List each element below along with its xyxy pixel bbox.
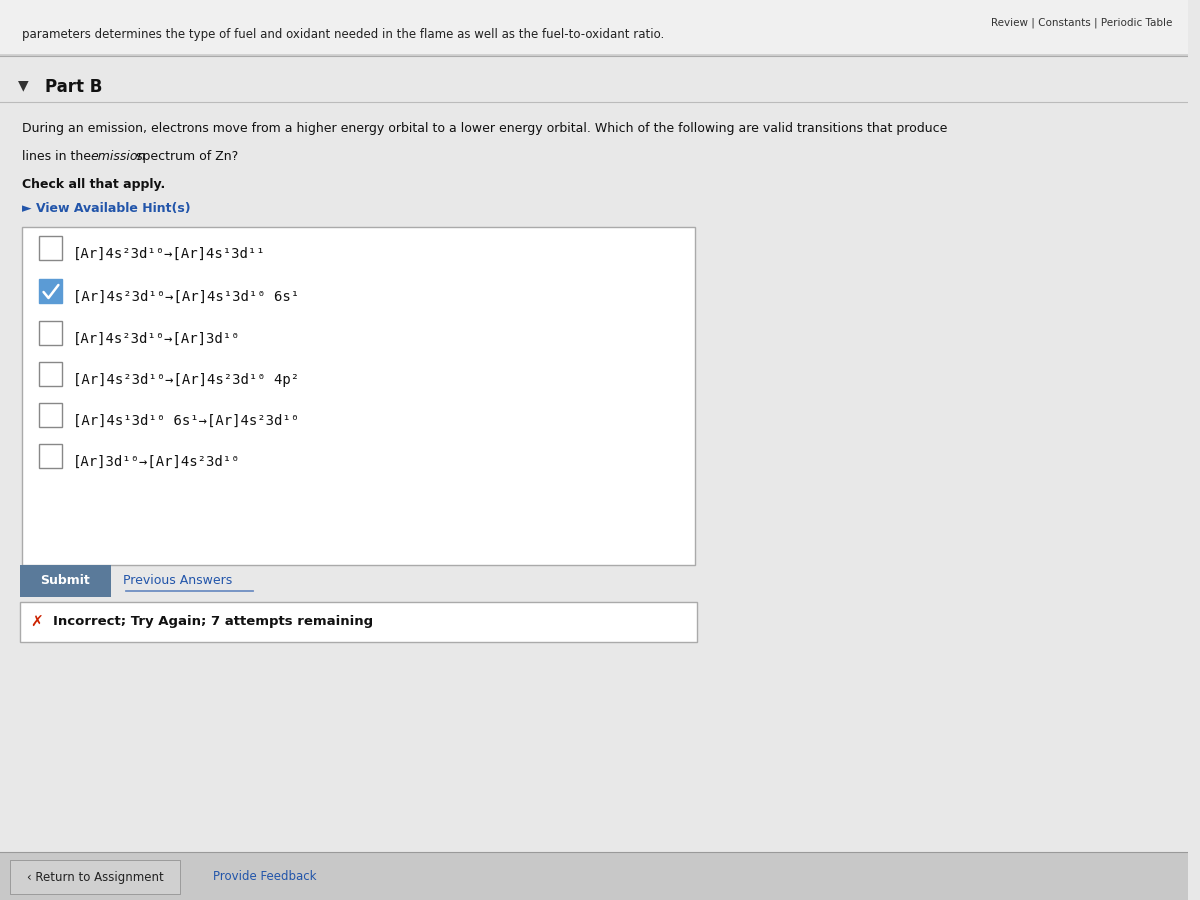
Text: [Ar]3d¹⁰→[Ar]4s²3d¹⁰: [Ar]3d¹⁰→[Ar]4s²3d¹⁰ — [73, 455, 241, 469]
FancyBboxPatch shape — [19, 602, 697, 642]
FancyBboxPatch shape — [38, 236, 62, 260]
Text: Provide Feedback: Provide Feedback — [212, 870, 317, 884]
FancyBboxPatch shape — [38, 444, 62, 468]
FancyBboxPatch shape — [38, 362, 62, 386]
Text: ‹ Return to Assignment: ‹ Return to Assignment — [26, 870, 163, 884]
FancyBboxPatch shape — [22, 227, 695, 565]
FancyBboxPatch shape — [19, 565, 110, 597]
Text: parameters determines the type of fuel and oxidant needed in the flame as well a: parameters determines the type of fuel a… — [22, 28, 664, 41]
Text: [Ar]4s²3d¹⁰→[Ar]4s¹3d¹⁰ 6s¹: [Ar]4s²3d¹⁰→[Ar]4s¹3d¹⁰ 6s¹ — [73, 290, 299, 304]
Text: Submit: Submit — [41, 574, 90, 588]
Text: ✗: ✗ — [30, 615, 43, 629]
Text: lines in the: lines in the — [22, 150, 95, 163]
FancyBboxPatch shape — [0, 0, 1188, 55]
FancyBboxPatch shape — [0, 852, 1188, 900]
FancyBboxPatch shape — [38, 321, 62, 345]
FancyBboxPatch shape — [38, 403, 62, 427]
Text: Incorrect; Try Again; 7 attempts remaining: Incorrect; Try Again; 7 attempts remaini… — [54, 616, 373, 628]
Text: ▼: ▼ — [18, 78, 29, 92]
Text: ► View Available Hint(s): ► View Available Hint(s) — [22, 202, 191, 215]
Text: Part B: Part B — [44, 78, 102, 96]
Text: [Ar]4s²3d¹⁰→[Ar]4s¹3d¹¹: [Ar]4s²3d¹⁰→[Ar]4s¹3d¹¹ — [73, 247, 266, 261]
FancyBboxPatch shape — [38, 279, 62, 303]
Text: Review | Constants | Periodic Table: Review | Constants | Periodic Table — [991, 18, 1172, 29]
FancyBboxPatch shape — [10, 860, 180, 894]
Text: emission: emission — [90, 150, 145, 163]
Text: spectrum of Zn?: spectrum of Zn? — [132, 150, 238, 163]
Text: Check all that apply.: Check all that apply. — [22, 178, 166, 191]
Text: [Ar]4s²3d¹⁰→[Ar]4s²3d¹⁰ 4p²: [Ar]4s²3d¹⁰→[Ar]4s²3d¹⁰ 4p² — [73, 373, 299, 387]
Text: [Ar]4s²3d¹⁰→[Ar]3d¹⁰: [Ar]4s²3d¹⁰→[Ar]3d¹⁰ — [73, 332, 241, 346]
Text: [Ar]4s¹3d¹⁰ 6s¹→[Ar]4s²3d¹⁰: [Ar]4s¹3d¹⁰ 6s¹→[Ar]4s²3d¹⁰ — [73, 414, 299, 428]
Text: Previous Answers: Previous Answers — [122, 574, 232, 588]
Text: During an emission, electrons move from a higher energy orbital to a lower energ: During an emission, electrons move from … — [22, 122, 947, 135]
